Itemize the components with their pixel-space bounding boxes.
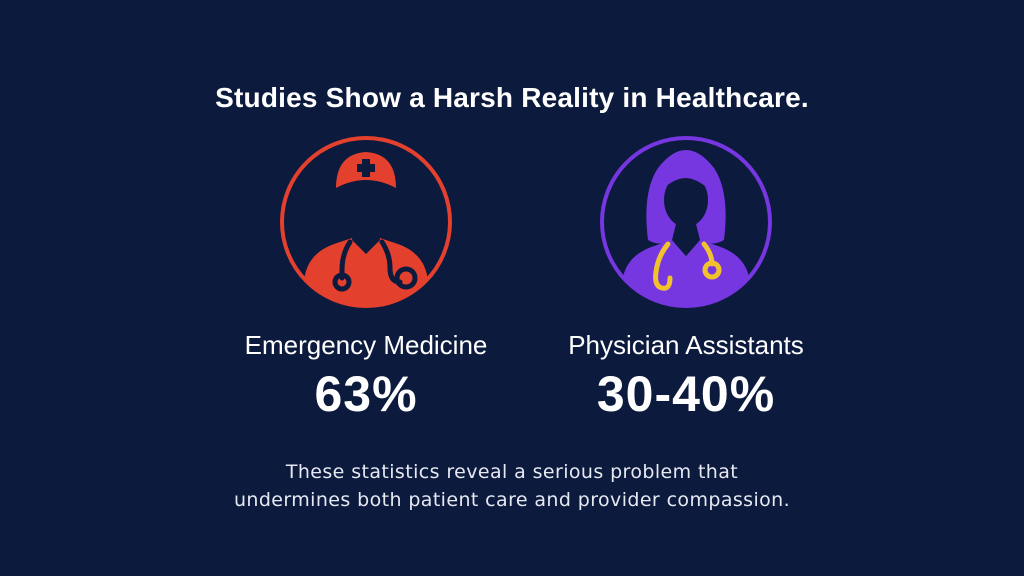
caption-line-1: These statistics reveal a serious proble…: [285, 461, 739, 483]
stat-value: 30-40%: [596, 366, 776, 422]
stat-card-physician-assistants: Physician Assistants 30-40%: [536, 132, 836, 423]
caption-line-2: undermines both patient care and provide…: [233, 489, 791, 511]
stat-value: 63%: [314, 366, 418, 422]
caption: These statistics reveal a serious proble…: [0, 458, 1024, 514]
stat-label: Emergency Medicine: [244, 330, 488, 360]
stat-label: Physician Assistants: [568, 330, 804, 360]
stat-card-emergency-medicine: Emergency Medicine 63%: [216, 132, 516, 423]
female-doctor-icon: [596, 132, 776, 312]
slide-title: Studies Show a Harsh Reality in Healthca…: [215, 82, 809, 113]
male-doctor-icon: [276, 132, 456, 312]
